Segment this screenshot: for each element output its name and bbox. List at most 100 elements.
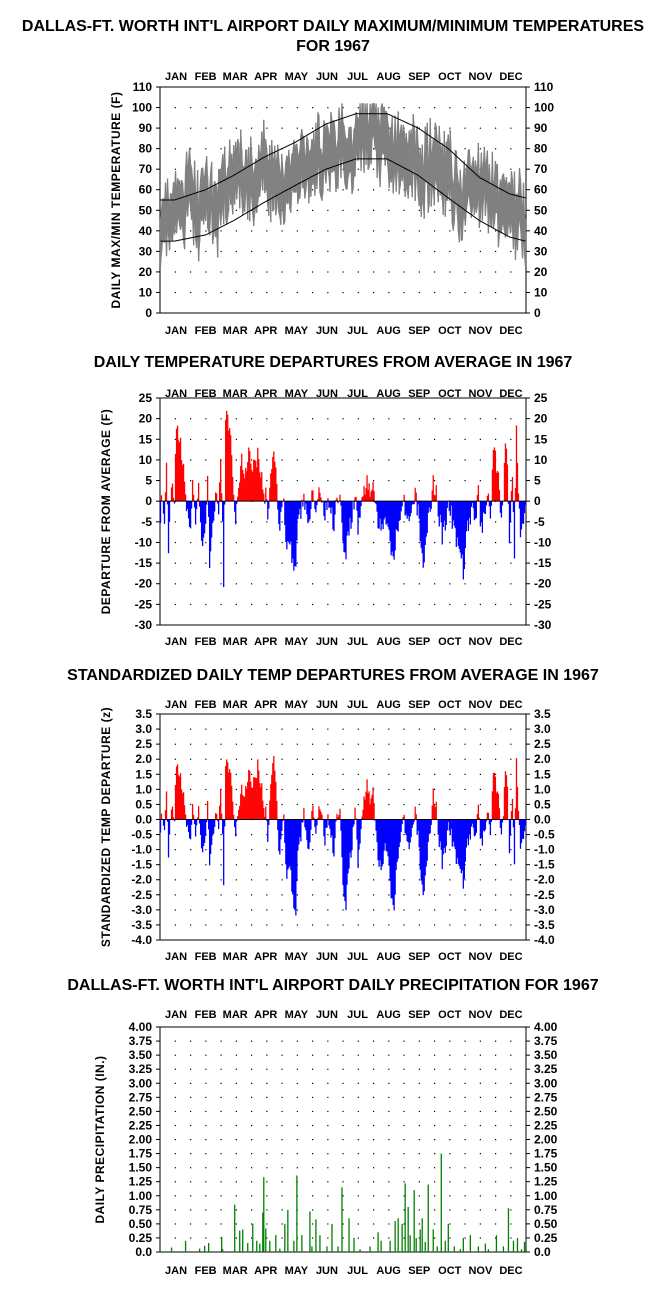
grid-dot: [357, 562, 359, 564]
y-tick-label-right: 50: [534, 203, 548, 217]
daily-min-link: [321, 192, 324, 201]
grid-dot: [174, 834, 176, 836]
grid-dot: [479, 1068, 481, 1070]
grid-dot: [357, 459, 359, 461]
y-axis-label: STANDARDIZED TEMP DEPARTURE (z): [99, 707, 113, 947]
grid-dot: [418, 148, 420, 150]
grid-dot: [434, 1195, 436, 1197]
grid-dot: [388, 1068, 390, 1070]
month-label-bottom: MAR: [223, 951, 248, 963]
grid-dot: [403, 1209, 405, 1211]
grid-dot: [251, 1124, 253, 1127]
month-label-top: JUL: [347, 388, 368, 400]
grid-dot: [266, 291, 268, 294]
daily-max-link: [189, 147, 192, 164]
grid-dot: [479, 1139, 481, 1141]
daily-max-link: [258, 144, 261, 155]
grid-dot: [312, 189, 314, 191]
grid-dot: [296, 1082, 298, 1084]
grid-dot: [373, 834, 375, 836]
daily-range-series: [159, 102, 527, 268]
grid-dot: [357, 541, 359, 544]
grid-dot: [357, 924, 359, 926]
grid-dot: [357, 909, 359, 911]
grid-dot: [327, 1153, 329, 1155]
grid-dot: [510, 418, 512, 420]
daily-min-link: [453, 202, 456, 222]
grid-dot: [220, 909, 222, 911]
grid-dot: [190, 1110, 192, 1113]
grid-dot: [174, 1082, 176, 1084]
grid-dot: [449, 803, 451, 806]
grid-dot: [449, 924, 451, 926]
grid-dot: [296, 1167, 298, 1169]
y-tick-label-left: -4.0: [131, 933, 152, 947]
grid-dot: [174, 728, 176, 730]
grid-dot: [220, 1181, 222, 1183]
y-tick-label-left: 80: [139, 142, 153, 156]
y-tick-label-left: 5: [145, 474, 152, 488]
grid-dot: [312, 1237, 314, 1239]
daily-max-link: [434, 122, 437, 128]
grid-dot: [342, 1082, 344, 1084]
daily-min-link: [288, 197, 291, 209]
grid-dot: [449, 562, 451, 564]
daily-max-link: [338, 107, 341, 121]
grid-dot: [205, 480, 207, 482]
y-tick-label-left: 3.75: [129, 1034, 153, 1048]
grid-dot: [205, 1040, 207, 1042]
grid-dot: [357, 107, 359, 109]
grid-dot: [510, 1195, 512, 1197]
grid-dot: [174, 230, 176, 232]
y-tick-label-right: -2.5: [534, 888, 555, 902]
month-label-bottom: OCT: [438, 325, 462, 337]
grid-dot: [373, 909, 375, 911]
daily-min-link: [278, 212, 281, 217]
grid-dot: [296, 291, 298, 294]
daily-max-link: [353, 126, 356, 130]
month-label-bottom: APR: [254, 951, 277, 963]
grid-dot: [357, 1153, 359, 1155]
grid-dot: [312, 924, 314, 926]
grid-dot: [281, 250, 283, 253]
daily-max-link: [249, 136, 252, 181]
grid-dot: [495, 924, 497, 926]
daily-max-link: [167, 178, 170, 201]
grid-dot: [357, 480, 359, 482]
grid-dot: [373, 1110, 375, 1113]
grid-dot: [373, 583, 375, 585]
grid-dot: [418, 603, 420, 606]
daily-max-link: [468, 149, 471, 168]
daily-max-link: [327, 128, 330, 135]
daily-min-link: [160, 253, 163, 266]
grid-dot: [388, 271, 390, 273]
y-tick-label-left: 0.50: [129, 1217, 153, 1231]
grid-dot: [281, 1209, 283, 1211]
grid-dot: [312, 127, 314, 129]
grid-dot: [251, 603, 253, 606]
daily-max-link: [414, 130, 417, 161]
grid-dot: [342, 291, 344, 294]
daily-min-link: [496, 210, 499, 248]
daily-max-link: [392, 139, 395, 155]
daily-min-link: [323, 160, 326, 174]
grid-dot: [479, 583, 481, 585]
grid-dot: [174, 909, 176, 911]
grid-dot: [434, 562, 436, 564]
grid-dot: [357, 583, 359, 585]
grid-dot: [281, 562, 283, 564]
grid-dot: [357, 743, 359, 745]
grid-dot: [449, 459, 451, 461]
grid-dot: [403, 849, 405, 851]
grid-dot: [251, 849, 253, 851]
grid-dot: [342, 803, 344, 806]
y-tick-label-right: 4.00: [534, 1020, 558, 1034]
grid-dot: [510, 1068, 512, 1070]
grid-dot: [403, 803, 405, 806]
grid-dot: [312, 803, 314, 806]
grid-dot: [373, 1167, 375, 1169]
grid-dot: [449, 250, 451, 253]
grid-dot: [190, 250, 192, 253]
grid-dot: [220, 1124, 222, 1127]
grid-dot: [373, 743, 375, 745]
